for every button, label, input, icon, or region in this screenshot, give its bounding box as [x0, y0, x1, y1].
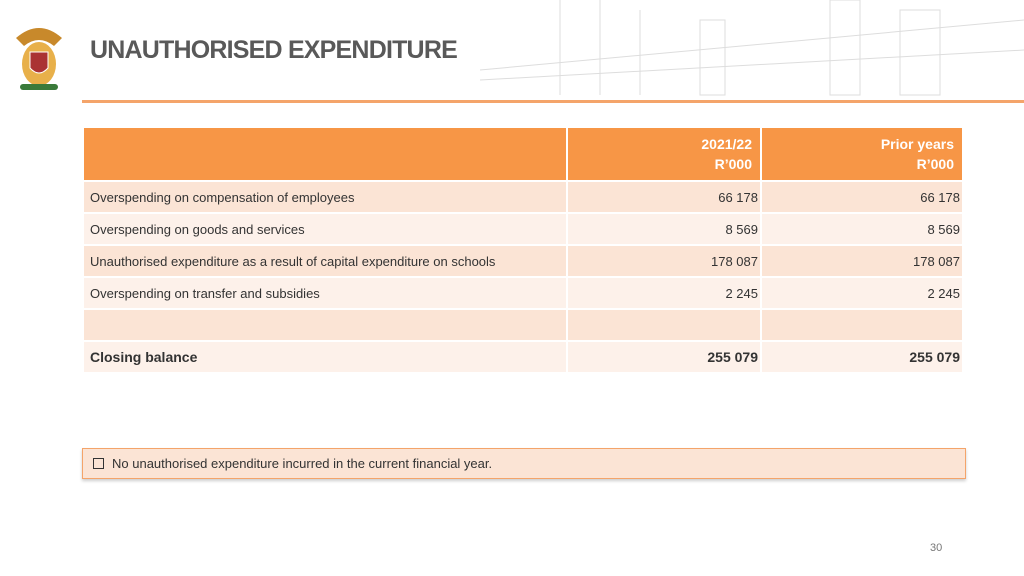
note-box: No unauthorised expenditure incurred in … [82, 448, 966, 479]
header-cell: 2021/22 R’000 [568, 128, 760, 180]
slide-title: UNAUTHORISED EXPENDITURE [90, 36, 458, 64]
table-row: Unauthorised expenditure as a result of … [84, 246, 962, 276]
table-cell: Overspending on compensation of employee… [84, 182, 566, 212]
table-row: Overspending on goods and services 8 569 8… [84, 214, 962, 244]
table-cell: 66 178 [762, 182, 962, 212]
table-cell: Closing balance [84, 342, 566, 372]
checkbox-icon [93, 458, 104, 469]
table-cell: 178 087 [568, 246, 760, 276]
table-cell: 2 245 [568, 278, 760, 308]
table-row [84, 310, 962, 340]
table-row: Overspending on compensation of employee… [84, 182, 962, 212]
header-text: 2021/22 [701, 136, 752, 152]
header-text: R’000 [714, 156, 752, 172]
background-skyline [479, 0, 1024, 96]
table-body: Overspending on compensation of employee… [84, 182, 962, 372]
table-cell [568, 310, 760, 340]
table-cell: Unauthorised expenditure as a result of … [84, 246, 566, 276]
table-cell: Overspending on transfer and subsidies [84, 278, 566, 308]
table-cell: 255 079 [762, 342, 962, 372]
table-cell: Overspending on goods and services [84, 214, 566, 244]
table-cell [762, 310, 962, 340]
expenditure-table: 2021/22 R’000 Prior years R’000 Overspendi… [82, 126, 964, 374]
header-cell [84, 128, 566, 180]
header-text: Prior years [880, 136, 954, 152]
header-row: 2021/22 R’000 Prior years R’000 [84, 128, 962, 180]
page-number: 30 [930, 542, 943, 554]
table-row: Closing balance 255 079 255 079 [84, 342, 962, 372]
table-cell: 255 079 [568, 342, 760, 372]
note-text: No unauthorised expenditure incurred in … [112, 456, 493, 471]
table-cell [84, 310, 566, 340]
title-rule [82, 100, 1024, 103]
table-cell: 8 569 [762, 214, 962, 244]
header-text: R’000 [916, 156, 954, 172]
table-row: Overspending on transfer and subsidies 2 … [84, 278, 962, 308]
table-cell: 66 178 [568, 182, 760, 212]
table-cell: 8 569 [568, 214, 760, 244]
table-cell: 2 245 [762, 278, 962, 308]
coat-of-arms [16, 28, 62, 90]
table-cell: 178 087 [762, 246, 962, 276]
header-cell: Prior years R’000 [762, 128, 962, 180]
